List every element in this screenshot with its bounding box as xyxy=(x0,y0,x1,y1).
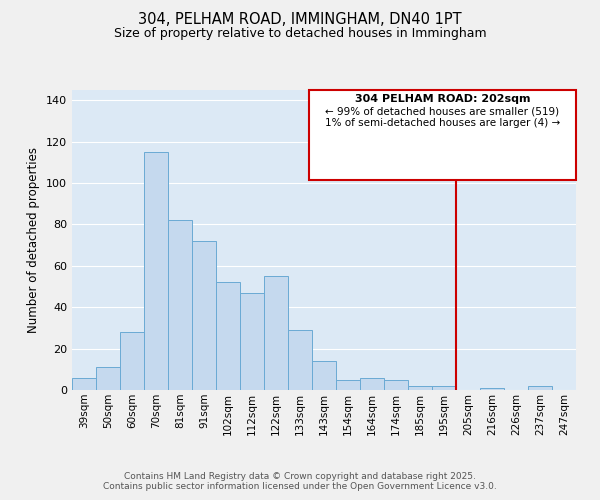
Bar xyxy=(312,361,336,390)
Text: 1% of semi-detached houses are larger (4) →: 1% of semi-detached houses are larger (4… xyxy=(325,118,560,128)
Bar xyxy=(288,330,312,390)
Bar xyxy=(360,378,384,390)
Bar xyxy=(96,367,120,390)
Bar xyxy=(408,386,432,390)
Bar xyxy=(168,220,192,390)
Bar xyxy=(216,282,240,390)
Text: 304, PELHAM ROAD, IMMINGHAM, DN40 1PT: 304, PELHAM ROAD, IMMINGHAM, DN40 1PT xyxy=(138,12,462,28)
Bar xyxy=(240,293,264,390)
Bar xyxy=(144,152,168,390)
Text: 304 PELHAM ROAD: 202sqm: 304 PELHAM ROAD: 202sqm xyxy=(355,94,530,104)
Bar xyxy=(264,276,288,390)
Bar xyxy=(480,388,504,390)
Bar xyxy=(432,386,456,390)
Bar xyxy=(336,380,360,390)
Bar xyxy=(72,378,96,390)
Text: ← 99% of detached houses are smaller (519): ← 99% of detached houses are smaller (51… xyxy=(325,106,560,116)
Y-axis label: Number of detached properties: Number of detached properties xyxy=(28,147,40,333)
Bar xyxy=(120,332,144,390)
Bar xyxy=(528,386,552,390)
Bar xyxy=(384,380,408,390)
Text: Contains HM Land Registry data © Crown copyright and database right 2025.: Contains HM Land Registry data © Crown c… xyxy=(124,472,476,481)
Text: Size of property relative to detached houses in Immingham: Size of property relative to detached ho… xyxy=(113,28,487,40)
Text: Contains public sector information licensed under the Open Government Licence v3: Contains public sector information licen… xyxy=(103,482,497,491)
Bar xyxy=(192,241,216,390)
